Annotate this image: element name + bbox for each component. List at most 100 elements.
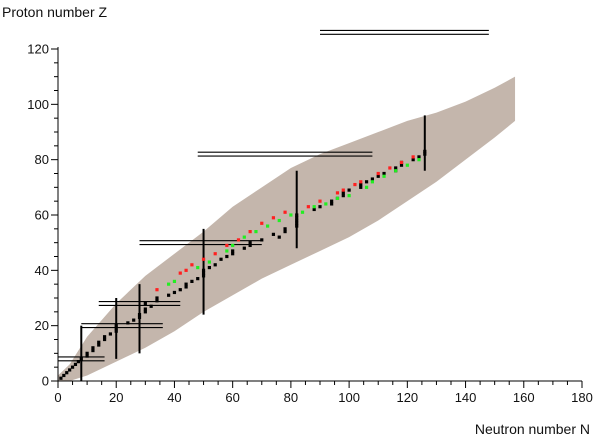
beta-minus-point <box>347 194 351 198</box>
beta-minus-point <box>382 174 386 178</box>
stable-nuclide-point <box>70 365 75 369</box>
stable-nuclide-point <box>143 301 147 306</box>
stable-nuclide-point <box>167 293 171 297</box>
stable-nuclide-point <box>347 188 351 192</box>
stable-nuclide-point <box>97 340 101 344</box>
beta-plus-point <box>353 182 357 187</box>
stable-nuclide-point <box>155 299 159 303</box>
stable-nuclide-point <box>359 185 363 189</box>
stable-nuclide-point <box>271 232 276 236</box>
stable-nuclide-point <box>231 252 235 256</box>
beta-plus-point <box>341 188 345 192</box>
stable-nuclide-point <box>65 371 69 375</box>
stable-nuclide-point <box>330 199 334 203</box>
stable-nuclide-point <box>376 174 380 178</box>
stable-nuclide-point <box>114 324 118 328</box>
beta-plus-point <box>201 257 206 261</box>
stable-nuclide-point <box>97 343 101 347</box>
stable-nuclide-point <box>248 241 252 245</box>
stable-nuclide-point <box>79 357 83 361</box>
y-tick-label: 0 <box>42 374 49 389</box>
stable-nuclide-point <box>196 277 200 281</box>
beta-minus-point <box>254 230 258 234</box>
stable-nuclide-point <box>172 290 177 295</box>
beta-minus-point <box>231 243 235 248</box>
beta-plus-point <box>388 166 392 170</box>
stable-nuclide-point <box>132 318 136 322</box>
beta-minus-point <box>277 218 281 223</box>
stable-nuclide-point <box>190 279 194 283</box>
beta-minus-point <box>300 210 305 214</box>
beta-minus-point <box>225 249 229 253</box>
stable-nuclide-point <box>359 182 363 187</box>
y-tick-label: 120 <box>27 42 49 57</box>
beta-minus-point <box>405 163 409 167</box>
stable-nuclide-point <box>137 313 142 317</box>
stable-nuclide-point <box>137 315 142 319</box>
x-tick-label: 120 <box>396 390 418 405</box>
stable-nuclide-point <box>260 238 264 242</box>
beta-plus-point <box>236 238 241 242</box>
stable-nuclide-point <box>126 321 130 325</box>
stable-nuclide-point <box>178 288 182 292</box>
x-tick-label: 80 <box>284 390 298 405</box>
stable-nuclide-point <box>330 202 334 206</box>
stable-nuclide-point <box>225 254 229 259</box>
beta-plus-point <box>376 171 380 176</box>
stable-nuclide-point <box>155 296 159 300</box>
stable-nuclide-point <box>242 246 246 250</box>
stable-nuclide-point <box>277 235 281 239</box>
beta-plus-point <box>260 221 264 225</box>
beta-minus-point <box>172 279 177 283</box>
stable-nuclide-point <box>114 329 118 333</box>
beta-minus-point <box>417 158 421 162</box>
stable-nuclide-point <box>184 282 188 286</box>
beta-plus-point <box>225 243 229 248</box>
beta-minus-nuclides <box>167 158 421 286</box>
beta-plus-point <box>399 160 404 165</box>
stable-nuclide-point <box>295 213 299 217</box>
stable-nuclide-point <box>399 163 404 167</box>
beta-minus-point <box>266 224 270 228</box>
stable-nuclide-point <box>248 243 252 248</box>
beta-plus-point <box>190 263 194 267</box>
stable-nuclide-point <box>382 171 386 176</box>
stable-nuclide-point <box>295 218 299 223</box>
stable-nuclide-point <box>62 373 66 378</box>
x-tick-label: 160 <box>513 390 535 405</box>
stable-nuclide-point <box>201 271 206 275</box>
x-tick-label: 40 <box>167 390 181 405</box>
stable-nuclide-point <box>102 337 107 342</box>
stable-nuclide-point <box>231 249 235 253</box>
beta-plus-point <box>248 230 252 234</box>
stable-nuclide-point <box>341 191 345 195</box>
stable-nuclide-point <box>201 274 206 278</box>
stable-nuclide-point <box>201 268 206 272</box>
stable-nuclide-point <box>85 351 89 355</box>
stable-nuclide-point <box>73 362 78 366</box>
stable-nuclide-point <box>283 227 287 231</box>
beta-minus-point <box>324 202 328 206</box>
stable-nuclide-point <box>295 224 299 228</box>
stable-nuclide-point <box>85 354 89 358</box>
stable-nuclide-point <box>295 221 299 225</box>
stable-nuclide-point <box>423 152 427 156</box>
stable-nuclide-point <box>417 155 421 159</box>
stable-nuclide-point <box>219 257 223 261</box>
beta-plus-point <box>213 252 217 256</box>
x-tick-label: 60 <box>225 390 239 405</box>
stable-nuclide-point <box>213 263 217 267</box>
stable-nuclide-point <box>411 158 415 162</box>
beta-minus-point <box>394 169 398 173</box>
x-tick-label: 180 <box>571 390 593 405</box>
stable-nuclide-point <box>295 216 299 220</box>
beta-minus-point <box>207 260 211 264</box>
beta-plus-point <box>271 216 276 220</box>
beta-plus-point <box>283 210 287 214</box>
y-tick-label: 20 <box>35 318 49 333</box>
x-tick-label: 20 <box>109 390 123 405</box>
axes: 0 20 40 60 80 100 120 140 160 180 0 20 40 60 80 100 120 <box>27 42 593 406</box>
beta-minus-point <box>167 282 171 286</box>
stable-nuclide-point <box>143 307 147 311</box>
